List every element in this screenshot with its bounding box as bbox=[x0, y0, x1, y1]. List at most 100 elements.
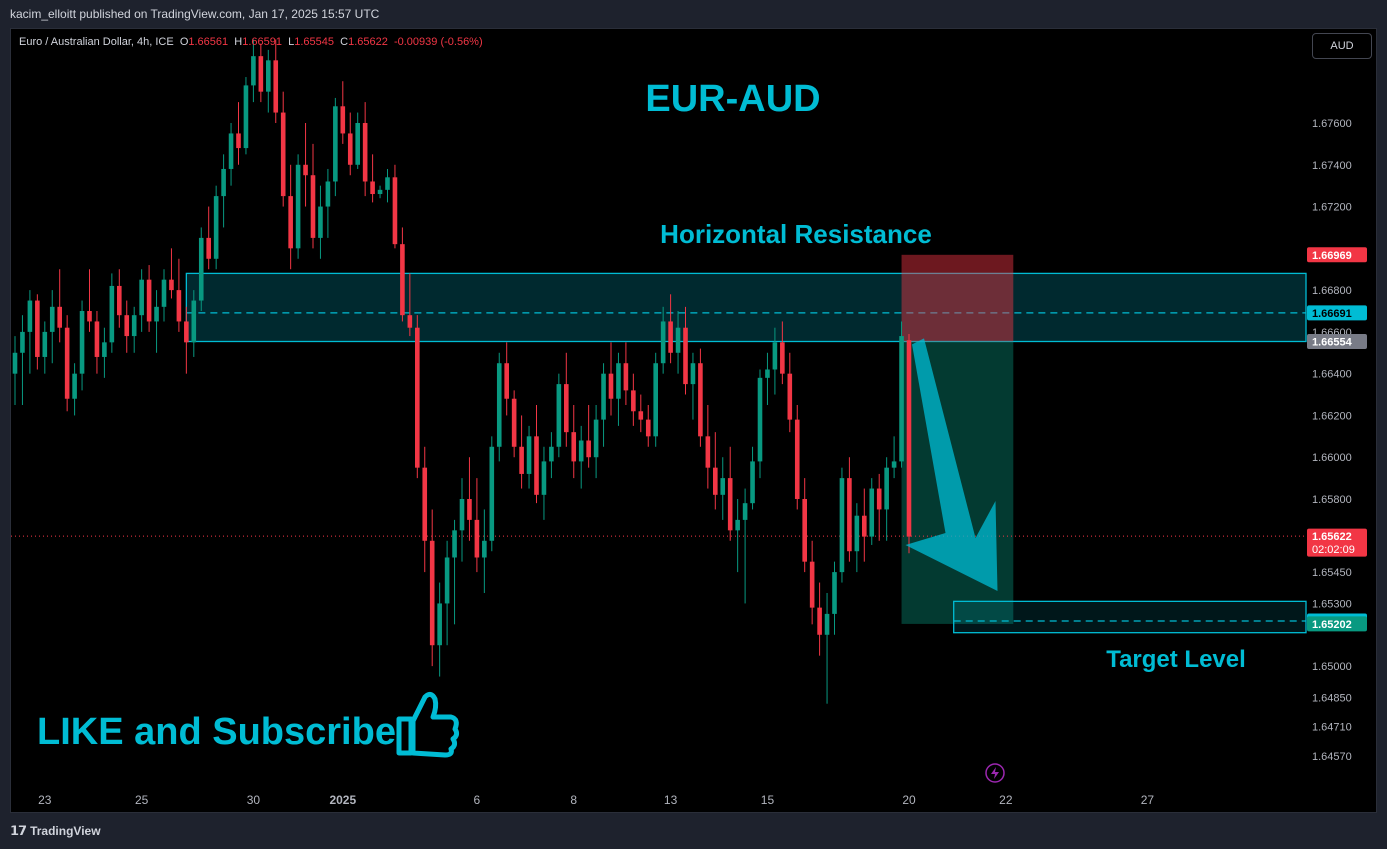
candle-body bbox=[318, 206, 323, 238]
candle-body bbox=[355, 123, 360, 165]
high-value: 1.66591 bbox=[242, 36, 282, 48]
thumbs-up-outline bbox=[396, 691, 460, 758]
price-tick-label: 1.64710 bbox=[1312, 722, 1352, 734]
resistance-zone bbox=[185, 272, 1307, 343]
price-tick-label: 1.67200 bbox=[1312, 202, 1352, 214]
price-label-value: 1.66691 bbox=[1312, 308, 1352, 320]
candle-body bbox=[303, 164, 308, 176]
price-tick-label: 1.64850 bbox=[1312, 692, 1352, 704]
candle-body bbox=[400, 244, 405, 316]
candle-body bbox=[176, 290, 182, 322]
candle-body bbox=[94, 321, 100, 357]
candle-body bbox=[139, 279, 144, 316]
candle-body bbox=[243, 85, 249, 149]
price-tick-label: 1.66400 bbox=[1312, 369, 1352, 381]
candle-body bbox=[117, 285, 122, 316]
tradingview-logo-icon: 𝟭𝟳 bbox=[10, 823, 27, 838]
candle-body bbox=[526, 436, 532, 474]
candle-body bbox=[496, 363, 502, 447]
candle-body bbox=[228, 133, 234, 169]
candle-body bbox=[295, 164, 301, 249]
chart-title: EUR-AUD bbox=[645, 78, 820, 120]
time-tick-label: 22 bbox=[999, 793, 1013, 807]
price-label-box bbox=[1307, 528, 1367, 557]
header-bar: kacim_elloitt published on TradingView.c… bbox=[0, 0, 1387, 28]
stop-loss-area bbox=[901, 254, 1014, 342]
candle-body bbox=[809, 561, 815, 608]
candle-body bbox=[266, 60, 271, 92]
price-label-box bbox=[1307, 333, 1367, 349]
candle-body bbox=[198, 237, 204, 301]
candle-body bbox=[541, 461, 547, 495]
candle-body bbox=[124, 315, 130, 337]
time-tick-label: 8 bbox=[570, 793, 577, 807]
candle-body bbox=[184, 321, 189, 343]
price-tick-label: 1.65800 bbox=[1312, 494, 1352, 506]
candle-body bbox=[794, 419, 800, 499]
candle-body bbox=[333, 106, 338, 182]
brand-name: TradingView bbox=[30, 824, 101, 838]
candle-body bbox=[593, 419, 599, 458]
candle-body bbox=[27, 300, 33, 332]
candle-body bbox=[258, 56, 264, 92]
candle-body bbox=[385, 177, 390, 190]
candle-body bbox=[64, 327, 70, 399]
lightning-icon bbox=[985, 763, 1005, 783]
candle-body bbox=[817, 607, 822, 635]
candle-body bbox=[169, 279, 174, 291]
chart-frame[interactable]: EUR-AUD Horizontal Resistance Target Level… bbox=[10, 28, 1377, 813]
candle-body bbox=[601, 373, 606, 420]
candle-body bbox=[645, 419, 651, 437]
candle-body bbox=[787, 373, 793, 420]
candle-body bbox=[392, 177, 398, 245]
candle-body bbox=[586, 440, 591, 458]
candle-body bbox=[280, 112, 286, 197]
candle-body bbox=[87, 311, 92, 322]
candle-body bbox=[452, 530, 457, 558]
change-value: -0.00939 (-0.56%) bbox=[393, 36, 483, 48]
candle-body bbox=[876, 488, 882, 510]
candle-body bbox=[519, 446, 524, 474]
price-tick-label: 1.65300 bbox=[1312, 598, 1352, 610]
candle-body bbox=[213, 196, 219, 259]
candle-body bbox=[310, 175, 316, 238]
candle-body bbox=[102, 342, 107, 357]
price-label-value: 1.66554 bbox=[1312, 336, 1353, 348]
candle-body bbox=[489, 446, 495, 541]
candle-body bbox=[504, 363, 509, 399]
currency-button[interactable]: AUD bbox=[1312, 33, 1372, 59]
price-label-value: 1.66969 bbox=[1312, 250, 1352, 262]
candle-body bbox=[474, 519, 480, 558]
candle-body bbox=[847, 478, 852, 552]
lightning-circle bbox=[985, 763, 1005, 783]
price-tick-label: 1.64570 bbox=[1312, 751, 1352, 763]
candle-body bbox=[437, 603, 442, 646]
candle-body bbox=[668, 321, 673, 353]
candle-body bbox=[824, 613, 830, 635]
time-tick-label: 25 bbox=[135, 793, 149, 807]
low-value: 1.65545 bbox=[294, 36, 334, 48]
candle-body bbox=[415, 327, 420, 468]
open-label: O bbox=[179, 36, 189, 48]
price-tick-label: 1.67600 bbox=[1312, 118, 1352, 130]
candle-body bbox=[757, 377, 763, 462]
price-label-box bbox=[1307, 247, 1367, 263]
candle-body bbox=[713, 467, 718, 495]
candle-body bbox=[772, 342, 778, 370]
candle-body bbox=[869, 488, 875, 537]
candle-body bbox=[72, 373, 77, 399]
candle-body bbox=[556, 384, 562, 447]
symbol-name: Euro / Australian Dollar, 4h, ICE bbox=[19, 36, 174, 48]
resistance-label: Horizontal Resistance bbox=[660, 219, 932, 249]
candle-body bbox=[482, 540, 487, 558]
chart-canvas[interactable]: EUR-AUD Horizontal Resistance Target Level… bbox=[11, 29, 1376, 812]
candle-body bbox=[154, 306, 159, 322]
candle-body bbox=[362, 123, 368, 182]
low-label: L bbox=[288, 36, 295, 48]
time-tick-label: 27 bbox=[1141, 793, 1155, 807]
price-tick-label: 1.66200 bbox=[1312, 410, 1352, 422]
candle-body bbox=[571, 432, 577, 462]
candle-body bbox=[653, 363, 658, 437]
candle-body bbox=[79, 311, 85, 374]
candle-body bbox=[854, 515, 860, 552]
